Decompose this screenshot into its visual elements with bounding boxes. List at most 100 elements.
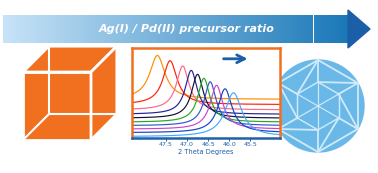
Bar [113,15,115,43]
Bar [235,15,237,43]
Bar [240,15,241,43]
Bar [24,15,25,43]
Bar [259,15,260,43]
Bar [78,15,79,43]
Bar [135,15,136,43]
Bar [130,15,131,43]
Bar [326,15,327,43]
Bar [12,15,13,43]
Bar [303,15,304,43]
Bar [312,15,313,43]
Bar [249,15,250,43]
Bar [214,15,215,43]
Bar [201,15,202,43]
Bar [102,15,103,43]
Bar [219,15,220,43]
Bar [309,15,310,43]
Polygon shape [91,46,117,140]
Bar [68,15,70,43]
Bar [271,15,272,43]
Bar [284,15,285,43]
Bar [90,15,91,43]
Bar [15,15,17,43]
Bar [262,15,263,43]
Bar [255,15,256,43]
Bar [197,15,198,43]
Bar [264,15,265,43]
Bar [203,15,204,43]
Bar [279,15,280,43]
Bar [225,15,226,43]
Bar [116,15,117,43]
Bar [3,15,4,43]
Bar [25,15,26,43]
Bar [232,15,233,43]
Bar [35,15,36,43]
Bar [29,15,31,43]
Bar [334,15,335,43]
Bar [97,15,98,43]
Bar [198,15,200,43]
Bar [346,15,347,43]
Bar [82,15,84,43]
Bar [91,15,93,43]
Bar [296,15,297,43]
Bar [47,15,48,43]
Bar [233,15,234,43]
Bar [124,15,125,43]
Bar [227,15,228,43]
Bar [321,15,322,43]
Bar [26,15,27,43]
Bar [311,15,312,43]
Bar [238,15,239,43]
Bar [121,15,122,43]
Bar [241,15,242,43]
Bar [41,15,42,43]
Bar [13,15,14,43]
Bar [63,15,64,43]
Bar [313,15,314,43]
Bar [28,15,29,43]
Bar [98,15,99,43]
Bar [310,15,311,43]
Bar [184,15,185,43]
Bar [302,15,303,43]
Bar [338,15,339,43]
Bar [153,15,155,43]
Bar [288,15,289,43]
Bar [180,15,181,43]
Bar [73,15,74,43]
Bar [103,15,104,43]
Circle shape [272,60,364,152]
Bar [196,15,197,43]
Bar [60,15,62,43]
Bar [34,15,35,43]
Bar [178,15,179,43]
Bar [54,15,55,43]
Bar [317,15,318,43]
Bar [250,15,251,43]
Bar [62,15,63,43]
Bar [169,15,170,43]
Bar [254,15,255,43]
Bar [37,15,39,43]
Bar [133,15,134,43]
Bar [204,15,205,43]
Bar [53,15,54,43]
Bar [231,15,232,43]
Bar [331,15,332,43]
Bar [64,15,65,43]
Bar [323,15,324,43]
Polygon shape [348,10,370,48]
Bar [119,15,120,43]
Bar [229,15,231,43]
Bar [165,15,166,43]
Bar [253,15,254,43]
Bar [9,15,10,43]
Bar [134,15,135,43]
Bar [285,15,286,43]
Bar [179,15,180,43]
Bar [215,15,216,43]
Bar [55,15,56,43]
Bar [139,15,140,43]
